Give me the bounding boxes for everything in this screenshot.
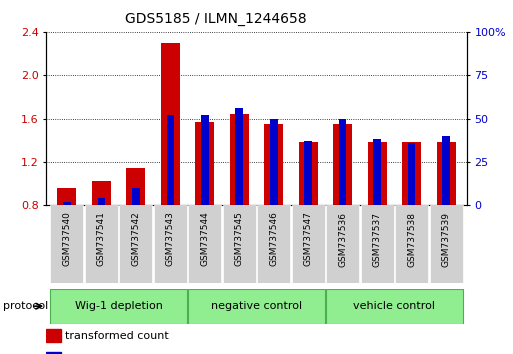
Bar: [270, 119, 278, 205]
Bar: [333, 124, 352, 205]
Bar: [223, 205, 256, 283]
Bar: [97, 198, 105, 205]
Bar: [395, 205, 428, 283]
Text: vehicle control: vehicle control: [353, 301, 436, 311]
Bar: [437, 142, 456, 205]
Bar: [339, 119, 346, 205]
Text: GSM737545: GSM737545: [235, 212, 244, 267]
Bar: [188, 205, 221, 283]
Bar: [63, 202, 71, 205]
Bar: [299, 142, 318, 205]
Bar: [92, 182, 111, 205]
Bar: [408, 143, 416, 205]
Bar: [201, 115, 209, 205]
Bar: [119, 205, 152, 283]
Text: GSM737537: GSM737537: [372, 212, 382, 267]
Bar: [50, 205, 84, 283]
Text: negative control: negative control: [211, 301, 302, 311]
Bar: [50, 289, 187, 324]
Text: transformed count: transformed count: [65, 331, 169, 341]
Text: GSM737547: GSM737547: [304, 212, 313, 267]
Text: GDS5185 / ILMN_1244658: GDS5185 / ILMN_1244658: [125, 12, 306, 27]
Bar: [368, 142, 387, 205]
Text: GSM737536: GSM737536: [338, 212, 347, 267]
Text: Wig-1 depletion: Wig-1 depletion: [74, 301, 163, 311]
Bar: [85, 205, 118, 283]
Text: GSM737540: GSM737540: [63, 212, 71, 267]
Bar: [126, 169, 145, 205]
Text: protocol: protocol: [3, 301, 48, 311]
Bar: [326, 205, 359, 283]
Bar: [257, 205, 290, 283]
Text: GSM737541: GSM737541: [97, 212, 106, 267]
Bar: [154, 205, 187, 283]
Text: GSM737538: GSM737538: [407, 212, 416, 267]
Bar: [304, 141, 312, 205]
Bar: [46, 330, 62, 342]
Bar: [373, 139, 381, 205]
Bar: [167, 115, 174, 205]
Bar: [230, 114, 249, 205]
Bar: [161, 43, 180, 205]
Text: GSM737542: GSM737542: [131, 212, 141, 266]
Bar: [326, 289, 463, 324]
Bar: [195, 122, 214, 205]
Bar: [442, 136, 450, 205]
Bar: [188, 289, 325, 324]
Bar: [132, 188, 140, 205]
Bar: [361, 205, 394, 283]
Bar: [402, 142, 421, 205]
Text: GSM737543: GSM737543: [166, 212, 175, 267]
Text: GSM737544: GSM737544: [200, 212, 209, 266]
Bar: [235, 108, 243, 205]
Bar: [57, 188, 76, 205]
Bar: [429, 205, 463, 283]
Text: GSM737546: GSM737546: [269, 212, 278, 267]
Text: GSM737539: GSM737539: [442, 212, 450, 267]
Bar: [264, 124, 283, 205]
Bar: [46, 353, 62, 354]
Bar: [292, 205, 325, 283]
